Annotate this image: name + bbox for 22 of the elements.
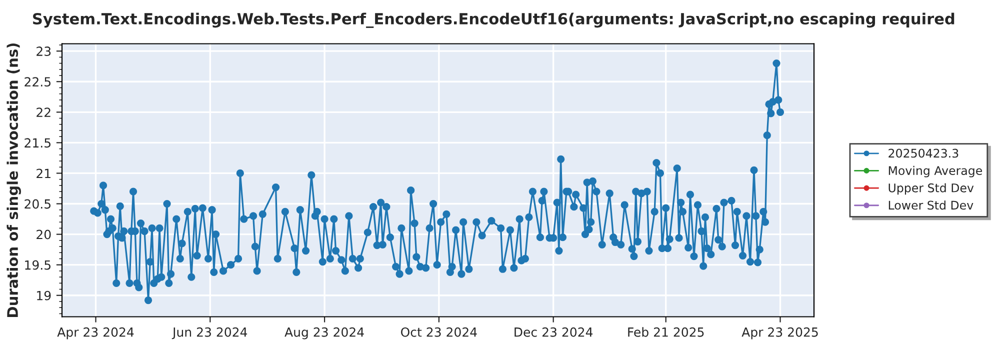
legend-label: 20250423.3: [888, 148, 958, 158]
x-tick-label: Oct 23 2024: [401, 327, 477, 337]
legend-label: Moving Average: [888, 166, 982, 178]
y-tick-label: 19.5: [25, 260, 50, 270]
y-tick-label: 20: [36, 230, 51, 240]
y-tick-label: 22: [36, 108, 50, 117]
y-axis-title: Duration of single invocation (ns): [6, 43, 21, 317]
x-tick-label: Jun 23 2024: [172, 327, 248, 340]
y-tick-label: 23: [36, 46, 51, 56]
y-tick-label: 21: [36, 168, 50, 178]
y-tick-label: 22.5: [24, 77, 50, 87]
x-tick-label: Apr 23 2024: [57, 327, 134, 340]
x-tick-label: Feb 21 2025: [628, 327, 704, 337]
y-tick-label: 20.5: [24, 199, 50, 209]
x-tick-label: Aug 23 2024: [284, 327, 364, 340]
y-tick-label: 19: [37, 290, 51, 300]
chart-title: System.Text.Encodings.Web.Tests.Perf_Encoders.EncodeUtf16(arguments: JavaScript,no escaping required: [33, 12, 954, 28]
y-tick-label: 21.5: [24, 138, 50, 148]
x-tick-label: Dec 23 2024: [514, 327, 593, 337]
x-tick-label: Apr 23 2025: [742, 327, 818, 340]
legend-label: Upper Std Dev: [888, 183, 974, 195]
legend-label: Lower Std Dev: [888, 200, 974, 210]
